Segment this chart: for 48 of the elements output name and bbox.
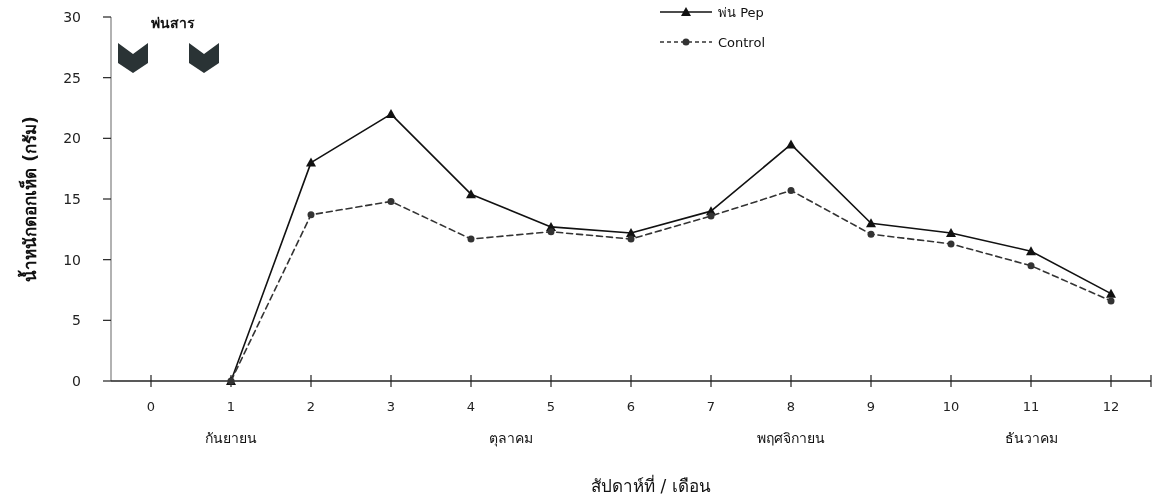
x-tick-label: 4 xyxy=(466,399,476,414)
point xyxy=(1107,297,1115,305)
y-tick-label: 0 xyxy=(72,373,81,389)
y-tick-label: 25 xyxy=(63,69,81,86)
point xyxy=(306,157,316,167)
point xyxy=(547,228,555,236)
x-tick-label: 12 xyxy=(1102,399,1120,414)
y-tick-label: 5 xyxy=(72,312,81,329)
x-tick-label: 9 xyxy=(866,399,876,414)
x-tick-label: 11 xyxy=(1022,399,1040,414)
x-tick-label: 8 xyxy=(786,399,796,414)
point xyxy=(707,212,715,220)
y-axis-title: น้ำหนักดอกเห็ด (กรัม) xyxy=(17,116,40,282)
y-tick-label: 10 xyxy=(63,251,81,268)
x-tick-label: 5 xyxy=(546,399,556,414)
y-tick-label: 20 xyxy=(63,130,81,147)
text: ตุลาคม xyxy=(489,430,533,447)
point xyxy=(786,139,796,149)
point xyxy=(867,230,875,238)
point xyxy=(467,235,475,243)
x-tick-label: 1 xyxy=(226,399,236,414)
x-axis-title: สัปดาห์ที่ / เดือน xyxy=(591,474,711,496)
point xyxy=(866,218,876,228)
point xyxy=(386,109,396,119)
point xyxy=(466,189,476,199)
y-tick-label: 30 xyxy=(63,9,81,25)
annotation: พ่นสาร xyxy=(151,15,195,31)
point xyxy=(1026,246,1036,256)
x-tick-label: 3 xyxy=(386,399,396,414)
text: กันยายน xyxy=(205,430,257,446)
legend-label: พ่น Pep xyxy=(718,5,764,20)
x-tick-label: 7 xyxy=(706,399,716,414)
point xyxy=(1027,262,1035,270)
x-tick-label: 10 xyxy=(942,399,960,414)
text: ธันวาคม xyxy=(1004,430,1058,446)
point xyxy=(627,235,635,243)
point xyxy=(787,187,795,195)
point xyxy=(946,227,956,237)
legend-label: Control xyxy=(718,35,765,50)
point xyxy=(1106,288,1116,298)
x-tick-label: 2 xyxy=(306,399,316,414)
y-tick-label: 15 xyxy=(63,191,81,207)
x-tick-label: 0 xyxy=(146,399,156,414)
point xyxy=(307,211,315,219)
x-tick-label: 6 xyxy=(626,399,636,414)
point xyxy=(947,240,955,248)
point xyxy=(387,197,395,205)
text: พฤศจิกายน xyxy=(757,430,825,446)
